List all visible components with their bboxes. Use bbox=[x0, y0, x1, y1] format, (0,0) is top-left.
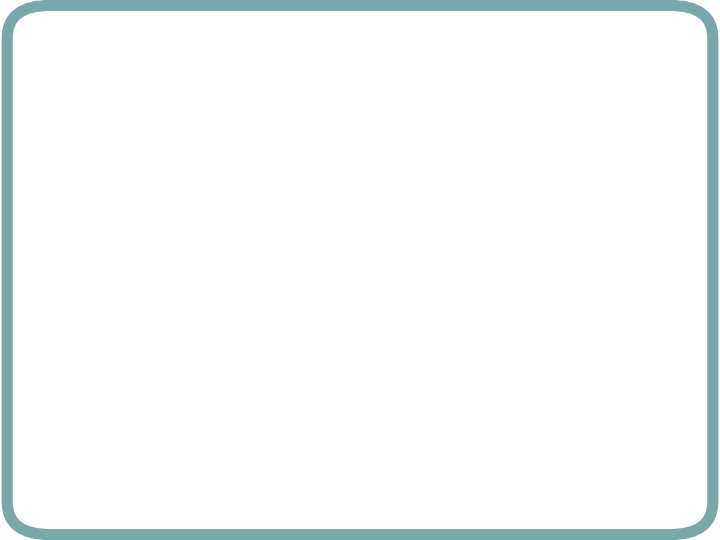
Text: Race to the Bottom: Race to the Bottom bbox=[29, 35, 424, 69]
Text: •: • bbox=[32, 412, 43, 431]
FancyBboxPatch shape bbox=[7, 5, 641, 103]
Text: There is no apparent
effect in the data: There is no apparent effect in the data bbox=[58, 328, 253, 369]
Text: Data for the UK in Fig. 2: Data for the UK in Fig. 2 bbox=[58, 152, 282, 171]
Text: Might expect UK to be
affected by proximity to
Ireland: Might expect UK to be affected by proxim… bbox=[58, 230, 282, 293]
Text: •: • bbox=[32, 152, 43, 171]
Text: UK tax revenue from capital
as a percentage of GDP: UK tax revenue from capital as a percent… bbox=[397, 410, 630, 442]
Text: •: • bbox=[32, 328, 43, 347]
Y-axis label: Tax Revenue (% of GDP): Tax Revenue (% of GDP) bbox=[289, 195, 296, 280]
Text: •: • bbox=[32, 230, 43, 248]
Text: Revenues were rising
from late 1990s: Revenues were rising from late 1990s bbox=[58, 412, 258, 453]
Text: Figure 2:: Figure 2: bbox=[324, 410, 403, 425]
X-axis label: Year: Year bbox=[493, 367, 515, 376]
Text: Source: Economic Trends: Source: Economic Trends bbox=[324, 368, 508, 381]
